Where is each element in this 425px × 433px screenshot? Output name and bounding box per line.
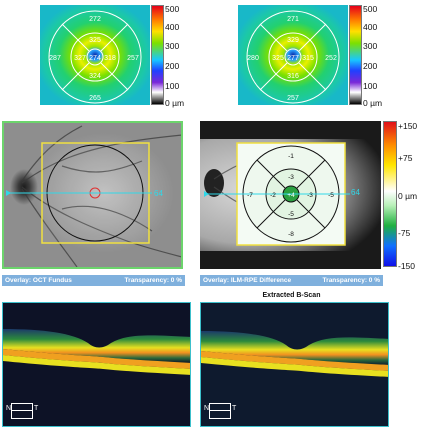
- inner-temp-value: -2: [270, 192, 276, 199]
- scan-number-label: 64: [351, 188, 360, 197]
- inner-inf-value: 316: [287, 73, 299, 80]
- extracted-bscan-title: Extracted B-Scan: [262, 292, 321, 299]
- outer-nas-value: 257: [127, 55, 139, 62]
- colorbar-label: 300: [165, 41, 180, 51]
- colorbar-label: +75: [398, 153, 413, 163]
- overlay-label[interactable]: Overlay: OCT Fundus: [5, 277, 72, 284]
- temporal-label: T: [34, 405, 39, 412]
- colorbar-label: 400: [363, 22, 378, 32]
- outer-sup-value: 271: [287, 16, 299, 23]
- inner-temp-value: 325: [272, 55, 284, 62]
- colorbar-label: +150: [398, 121, 418, 131]
- outer-temp-value: -7: [247, 192, 253, 199]
- colorbar-label: 500: [165, 4, 180, 14]
- center-value: 274: [89, 55, 101, 62]
- colorbar-label: -75: [398, 228, 411, 238]
- outer-temp-value: 287: [49, 55, 61, 62]
- center-value: 277: [287, 55, 299, 62]
- colorbar-label: 100: [363, 81, 378, 91]
- inner-sup-value: -3: [288, 174, 294, 181]
- colorbar-label: 300: [363, 41, 378, 51]
- thickness-colorbar-right: [349, 5, 362, 105]
- outer-nas-value: -5: [328, 192, 334, 199]
- bscan-left[interactable]: N T: [2, 302, 191, 427]
- inner-nas-value: -3: [307, 192, 313, 199]
- scan-number-label: 64: [154, 189, 163, 198]
- overlay-bar-right[interactable]: Overlay: ILM-RPE Difference Transparency…: [200, 275, 383, 286]
- inner-nas-value: 318: [104, 55, 116, 62]
- inner-sup-value: 325: [89, 37, 101, 44]
- etdrs-grid-left: 274 325 327 318 324 272 287 257 265: [40, 5, 150, 105]
- transparency-label[interactable]: Transparency: 0 %: [322, 277, 380, 284]
- inner-temp-value: 327: [74, 55, 86, 62]
- thickness-colorbar-left: [151, 5, 164, 105]
- overlay-bar-left[interactable]: Overlay: OCT Fundus Transparency: 0 %: [2, 275, 185, 286]
- scan-arrow-icon: [6, 190, 11, 196]
- nasal-label: N: [6, 405, 12, 412]
- outer-nas-value: 252: [325, 55, 337, 62]
- outer-inf-value: 265: [89, 95, 101, 102]
- outer-temp-value: 280: [247, 55, 259, 62]
- center-value: +4: [287, 192, 295, 199]
- colorbar-label: 0 µm: [398, 191, 418, 201]
- orientation-icon: [11, 403, 33, 419]
- overlay-label[interactable]: Overlay: ILM-RPE Difference: [203, 277, 292, 284]
- bscan-right[interactable]: N T: [200, 302, 389, 427]
- inner-sup-value: 329: [287, 37, 299, 44]
- outer-inf-value: -8: [288, 231, 294, 238]
- inner-inf-value: -5: [288, 211, 294, 218]
- colorbar-label: -150: [398, 261, 416, 271]
- etdrs-grid-right: 277 329 325 315 316 271 280 252 257: [238, 5, 348, 105]
- orientation-icon: [209, 403, 231, 419]
- inner-inf-value: 324: [89, 73, 101, 80]
- thickness-map-right: 277 329 325 315 316 271 280 252 257: [238, 5, 348, 105]
- colorbar-label: 200: [363, 61, 378, 71]
- scan-arrow-icon: [204, 191, 209, 197]
- nasal-label: N: [204, 405, 210, 412]
- transparency-label[interactable]: Transparency: 0 %: [124, 277, 182, 284]
- thickness-map-left: 274 325 327 318 324 272 287 257 265: [40, 5, 150, 105]
- outer-inf-value: 257: [287, 95, 299, 102]
- outer-sup-value: 272: [89, 16, 101, 23]
- colorbar-label: 100: [165, 81, 180, 91]
- outer-sup-value: -1: [288, 153, 294, 160]
- temporal-label: T: [232, 405, 237, 412]
- ilm-rpe-difference-image[interactable]: +4 -3 -2 -3 -5 -1 -7 -5 -8 64: [200, 121, 381, 269]
- oct-fundus-image[interactable]: 64: [2, 121, 183, 269]
- difference-colorbar: [383, 121, 397, 267]
- colorbar-label: 400: [165, 22, 180, 32]
- colorbar-label: 0 µm: [363, 98, 383, 108]
- colorbar-label: 500: [363, 4, 378, 14]
- inner-nas-value: 315: [302, 55, 314, 62]
- colorbar-label: 200: [165, 61, 180, 71]
- colorbar-label: 0 µm: [165, 98, 185, 108]
